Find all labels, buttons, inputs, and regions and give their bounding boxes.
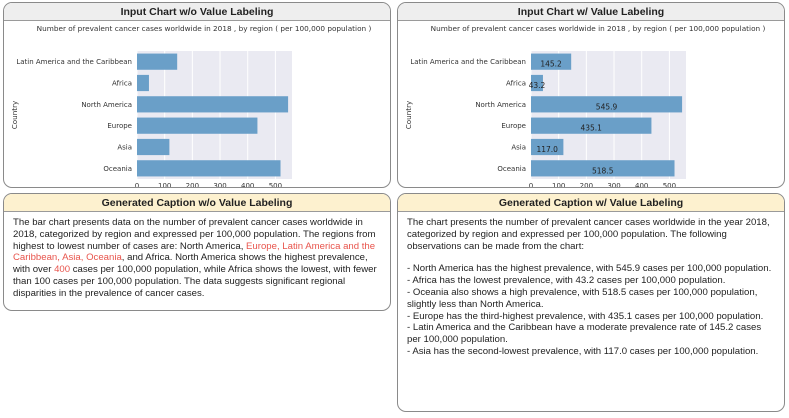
bar	[137, 96, 289, 113]
bar	[137, 160, 281, 177]
y-tick-label: North America	[81, 101, 132, 109]
caption-segment: , and Africa. North America shows the hi…	[13, 252, 368, 276]
x-tick-label: 400	[241, 182, 254, 187]
plot-area	[531, 51, 686, 179]
x-tick-label: 100	[158, 182, 171, 187]
y-tick-label: Europe	[107, 122, 132, 130]
y-tick-label: Latin America and the Caribbean	[16, 58, 132, 66]
caption-highlight: Europe, Latin America and the Caribbean,…	[13, 240, 376, 264]
x-tick-label: 200	[580, 182, 593, 187]
bar-chart-no-labels: Number of prevalent cancer cases worldwi…	[10, 24, 372, 187]
bar	[531, 53, 572, 70]
y-tick-label: Latin America and the Caribbean	[410, 58, 526, 66]
data-label: 145.2	[540, 60, 562, 69]
caption-bullet-list: - North America has the highest prevalen…	[407, 263, 775, 357]
y-tick-label: Oceania	[103, 165, 132, 173]
caption-panel-title: Generated Caption w/ Value Labeling	[398, 194, 784, 212]
caption-intro: The chart presents the number of prevale…	[407, 217, 770, 252]
data-label: 117.0	[536, 145, 558, 154]
bar	[137, 117, 258, 134]
x-tick-label: 300	[213, 182, 226, 187]
y-axis-label: Country	[10, 100, 19, 129]
bar	[531, 117, 652, 134]
bar	[531, 138, 564, 156]
caption-segment: The bar chart presents data on the numbe…	[13, 217, 376, 252]
x-tick-label: 500	[663, 182, 676, 187]
x-tick-label: 100	[552, 182, 565, 187]
y-tick-label: Africa	[506, 80, 526, 88]
caption-panel-no-labels: Generated Caption w/o Value Labeling The…	[3, 193, 391, 311]
caption-bullet: - North America has the highest prevalen…	[407, 263, 772, 275]
y-axis-label: Country	[404, 100, 413, 129]
chart-title: Number of prevalent cancer cases worldwi…	[37, 24, 372, 33]
data-label: 518.5	[592, 166, 614, 175]
caption-highlight: 400	[54, 264, 71, 276]
caption-bullet: - Latin America and the Caribbean have a…	[407, 322, 762, 346]
y-tick-label: North America	[475, 101, 526, 109]
y-tick-label: Asia	[511, 144, 526, 152]
x-tick-label: 500	[269, 182, 282, 187]
chart-panel-title: Input Chart w/o Value Labeling	[4, 3, 390, 21]
bar	[531, 74, 543, 92]
bar	[137, 74, 149, 92]
bar	[137, 53, 178, 70]
x-tick-label: 0	[529, 182, 533, 187]
bar	[531, 96, 683, 113]
data-label: 43.2	[529, 81, 546, 90]
plot-area	[137, 51, 292, 179]
caption-bullet: - Oceania also shows a high prevalence, …	[407, 286, 758, 310]
y-tick-label: Oceania	[497, 165, 526, 173]
x-tick-label: 200	[186, 182, 199, 187]
data-label: 545.9	[596, 102, 618, 111]
caption-panel-title: Generated Caption w/o Value Labeling	[4, 194, 390, 212]
chart-panel-with-labels: Input Chart w/ Value Labeling Number of …	[397, 2, 785, 188]
x-tick-label: 400	[635, 182, 648, 187]
y-tick-label: Europe	[501, 122, 526, 130]
bar-chart-with-labels: Number of prevalent cancer cases worldwi…	[404, 24, 766, 187]
y-tick-label: Asia	[117, 144, 132, 152]
caption-segment: cases per 100,000 population, while Afri…	[13, 264, 377, 299]
bar	[531, 160, 675, 177]
chart-panel-title: Input Chart w/ Value Labeling	[398, 3, 784, 21]
caption-text: The bar chart presents data on the numbe…	[4, 212, 390, 300]
chart-panel-no-labels: Input Chart w/o Value Labeling Number of…	[3, 2, 391, 188]
caption-bullet: - Europe has the third-highest prevalenc…	[407, 310, 764, 322]
x-tick-label: 0	[135, 182, 139, 187]
caption-bullet: - Africa has the lowest prevalence, with…	[407, 275, 726, 287]
data-label: 435.1	[580, 124, 602, 133]
bar	[137, 138, 170, 156]
chart-title: Number of prevalent cancer cases worldwi…	[431, 24, 766, 33]
caption-text: The chart presents the number of prevale…	[398, 212, 784, 358]
y-tick-label: Africa	[112, 80, 132, 88]
caption-bullet: - Asia has the second-lowest prevalence,…	[407, 345, 759, 357]
x-tick-label: 300	[607, 182, 620, 187]
caption-panel-with-labels: Generated Caption w/ Value Labeling The …	[397, 193, 785, 412]
